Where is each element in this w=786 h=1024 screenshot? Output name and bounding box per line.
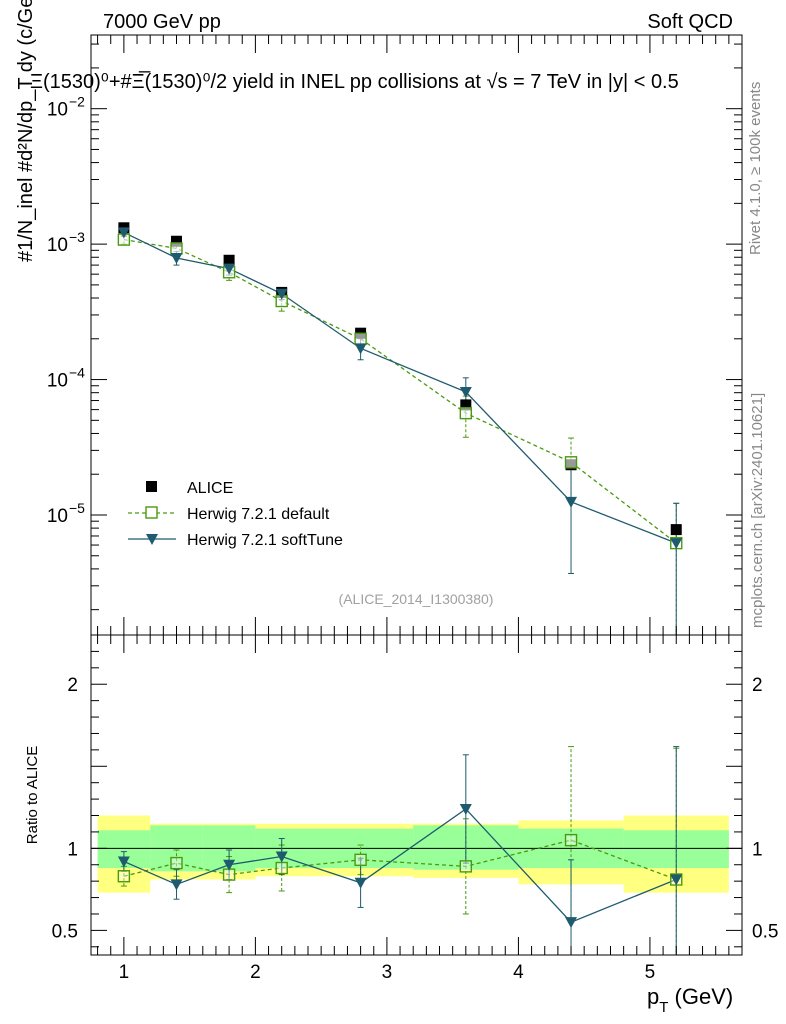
y-tick-label-exponent: −2 (69, 94, 85, 110)
data-point-softtune (670, 538, 683, 550)
y-tick-label-ratio: 1 (67, 839, 78, 860)
main-plot-area: 10−210−310−410−5 (47, 34, 743, 636)
y-tick-label-exponent: −5 (69, 500, 85, 516)
ratio-point-default (459, 860, 473, 873)
x-tick-label: 4 (513, 962, 524, 983)
data-point-softtune (459, 386, 472, 398)
ratio-point-softtune (275, 851, 288, 863)
ratio-plot-frame (90, 634, 743, 956)
ratio-y-axis-label: Ratio to ALICE (24, 746, 41, 844)
ratio-point-default (117, 870, 131, 883)
series-line-default (123, 238, 677, 544)
data-point-softtune (223, 263, 236, 275)
y-tick-label-ratio: 2 (67, 675, 78, 696)
ratio-line-softtune (123, 808, 677, 923)
ratio-line-default (123, 839, 677, 881)
legend-label-softtune: Herwig 7.2.1 softTune (187, 532, 343, 549)
ratio-point-default (564, 833, 578, 847)
y-tick-label-exponent: −3 (69, 229, 85, 245)
y-tick-label-ratio-right: 2 (752, 675, 763, 696)
legend-label-alice: ALICE (187, 480, 233, 497)
data-point-alice (223, 254, 235, 266)
ratio-point-softtune (223, 859, 236, 871)
ratio-point-softtune (170, 879, 183, 891)
data-point-softtune (170, 252, 183, 264)
x-tick-label: 3 (382, 962, 393, 983)
ratio-point-softtune (117, 856, 130, 868)
legend: ALICE Herwig 7.2.1 default Herwig 7.2.1 … (128, 480, 343, 549)
x-tick-label: 5 (645, 962, 656, 983)
ratio-point-default (354, 853, 367, 867)
data-point-softtune (354, 343, 367, 355)
ratio-point-softtune (459, 803, 472, 815)
header-right-title: Soft QCD (647, 11, 733, 33)
data-point-default (459, 406, 473, 420)
data-point-default (564, 456, 578, 469)
data-point-softtune (117, 227, 130, 239)
x-tick-label: 2 (250, 962, 261, 983)
y-tick-label-ratio: 0.5 (52, 921, 78, 942)
ratio-point-default (275, 861, 288, 875)
data-point-softtune (565, 496, 578, 508)
data-point-default (170, 242, 183, 255)
ratio-plot-area: 0.5 0.5 1 1 2 2 1 2 3 4 5 (52, 634, 778, 983)
legend-label-default: Herwig 7.2.1 default (187, 506, 330, 523)
series-line-softtune (123, 231, 677, 544)
legend-marker-default (145, 506, 158, 519)
mcplots-label: mcplots.cern.ch [arXiv:2401.10621] (749, 393, 766, 628)
y-tick-label-main: 10 (47, 506, 68, 527)
data-point-alice (460, 399, 472, 411)
ratio-point-softtune (565, 917, 578, 929)
legend-marker-alice (146, 481, 157, 492)
y-tick-label-exponent: −4 (69, 365, 85, 381)
data-point-alice (670, 524, 682, 536)
data-point-softtune (275, 288, 288, 300)
y-tick-label-main: 10 (47, 100, 68, 121)
legend-marker-softtune (146, 534, 158, 545)
y-tick-label-main: 10 (47, 371, 68, 392)
data-point-default (354, 332, 367, 345)
ratio-point-default (170, 856, 183, 870)
header-left-title: 7000 GeV pp (103, 11, 221, 33)
x-axis-label: pT (GeV) (647, 984, 733, 1016)
main-y-axis-label: #1/N_inel #d²N/dp_T dy (c/GeV) (15, 0, 37, 262)
ratio-point-softtune (670, 874, 683, 886)
analysis-watermark: (ALICE_2014_I1300380) (339, 591, 494, 607)
chart-title: Ξ(1530)⁰+#Ξ̅(1530)⁰/2 yield in INEL pp c… (30, 70, 679, 93)
data-point-alice (170, 235, 182, 247)
y-tick-label-ratio-right: 1 (752, 839, 763, 860)
x-tick-label: 1 (119, 962, 130, 983)
y-tick-label-ratio-right: 0.5 (752, 921, 778, 942)
rivet-label: Rivet 4.1.0, ≥ 100k events (747, 82, 764, 255)
y-tick-label-main: 10 (47, 235, 68, 256)
ratio-point-softtune (354, 877, 367, 889)
